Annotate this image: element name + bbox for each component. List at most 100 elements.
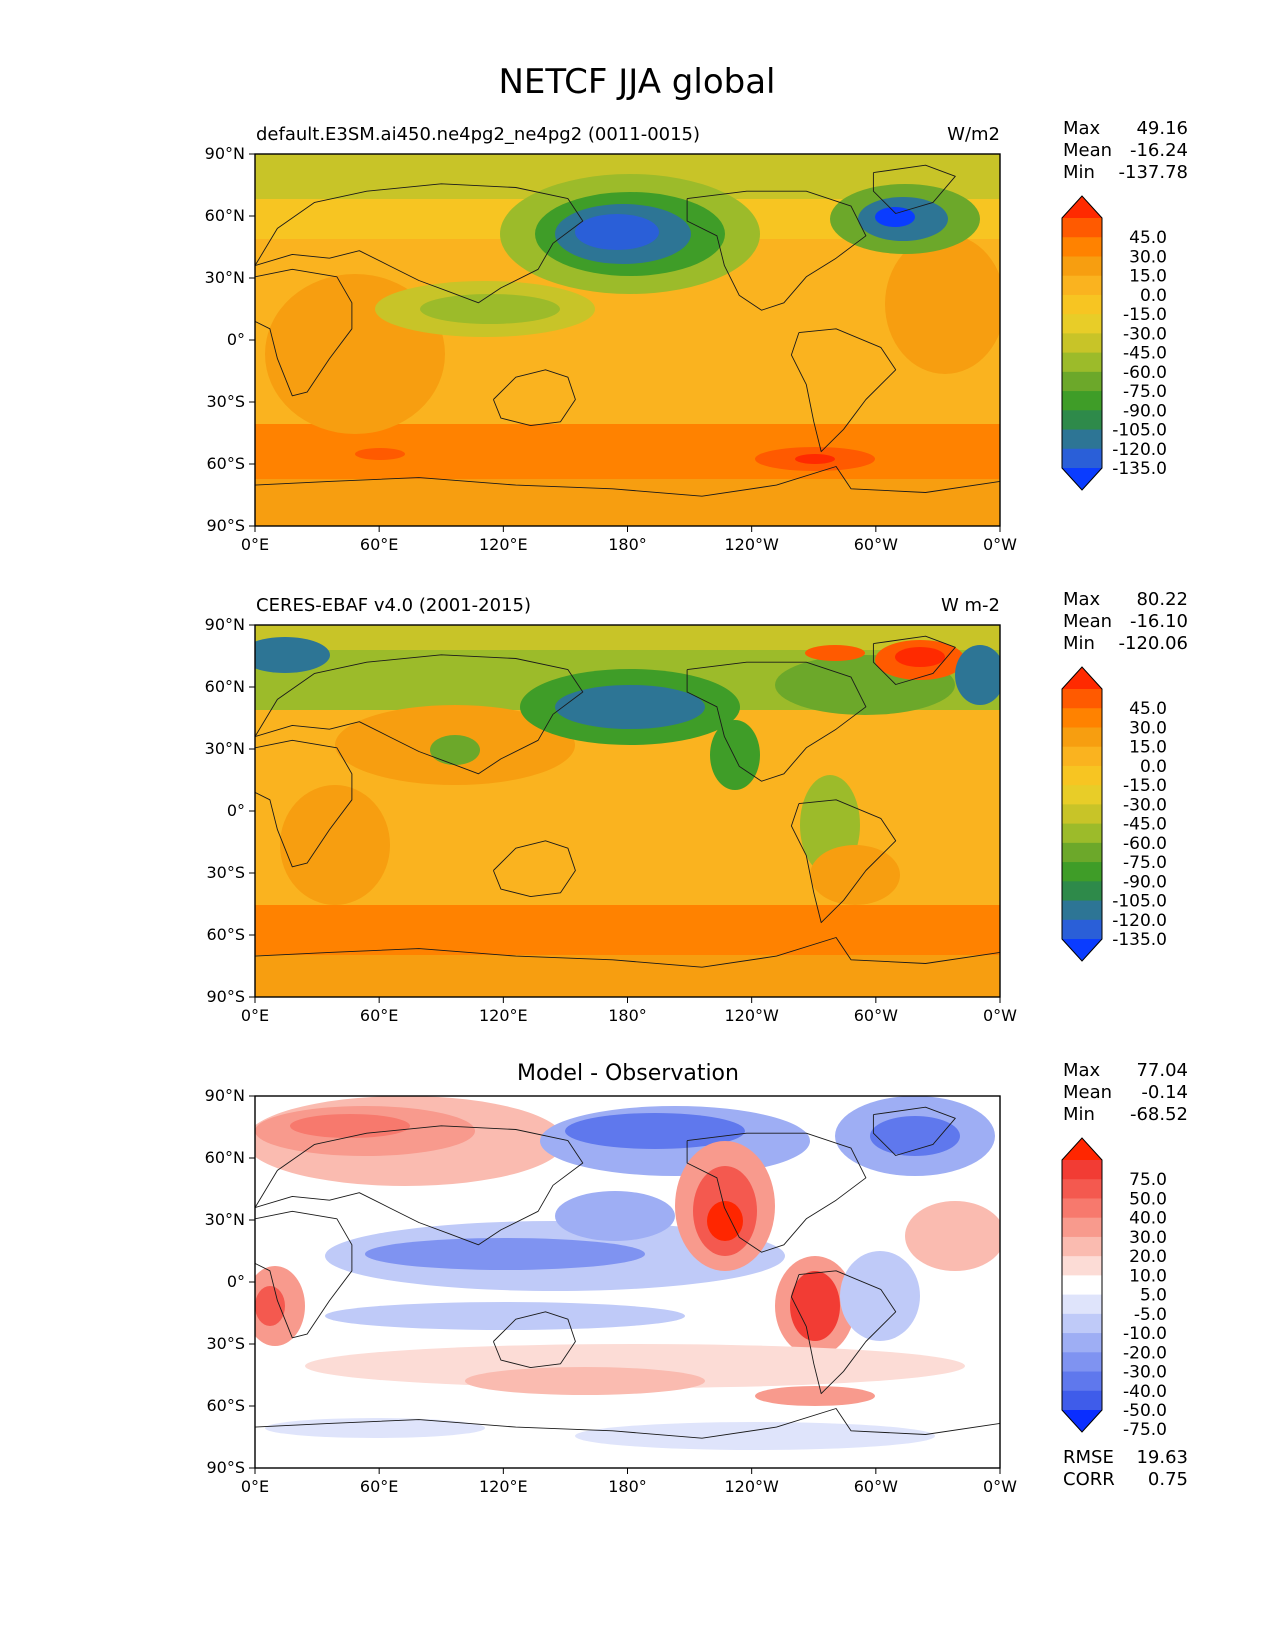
colorbar-segment bbox=[1062, 410, 1102, 431]
field-region bbox=[305, 1344, 965, 1388]
stat-value: -137.78 bbox=[1119, 162, 1188, 183]
colorbar-segment bbox=[1062, 314, 1102, 334]
colorbar-segment bbox=[1062, 1160, 1102, 1180]
colorbar-outline bbox=[1061, 1137, 1103, 1433]
lon-tick-label: 120°W bbox=[724, 1006, 779, 1025]
colorbar-tick-label: -75.0 bbox=[1123, 853, 1167, 873]
colorbar-tick-label: -60.0 bbox=[1123, 834, 1167, 854]
colorbar-tick-label: -10.0 bbox=[1123, 1324, 1167, 1344]
lon-tick-label: 180° bbox=[608, 1006, 647, 1025]
lon-tick-label: 60°E bbox=[360, 535, 398, 554]
coastline-segment bbox=[686, 661, 867, 782]
colorbar-extend-min bbox=[1062, 468, 1102, 490]
colorbar-tick-label: -75.0 bbox=[1123, 382, 1167, 402]
stat-label: Max bbox=[1063, 589, 1101, 610]
field-region bbox=[255, 637, 330, 673]
field-band-antarctic bbox=[255, 955, 1000, 997]
colorbar-segment bbox=[1062, 746, 1102, 767]
colorbar-segment bbox=[1062, 881, 1102, 902]
colorbar-tick-label: -105.0 bbox=[1112, 421, 1167, 441]
coastline-segment bbox=[492, 840, 576, 898]
lat-tick-label: 30°N bbox=[205, 268, 245, 287]
colorbar-extend-max bbox=[1062, 1138, 1102, 1160]
lon-tick-label: 120°W bbox=[724, 535, 779, 554]
lon-tick-label: 180° bbox=[608, 535, 647, 554]
colorbar-tick-label: -120.0 bbox=[1112, 911, 1167, 931]
colorbar-tick-label: 15.0 bbox=[1129, 738, 1167, 758]
colorbar-outline bbox=[1061, 195, 1103, 491]
field-region bbox=[875, 207, 915, 227]
coastline-segment bbox=[872, 1106, 956, 1156]
lon-tick-label: 0°W bbox=[983, 1477, 1017, 1496]
colorbar-tick-label: 30.0 bbox=[1129, 1228, 1167, 1248]
stat-label: CORR bbox=[1063, 1469, 1115, 1490]
colorbar-tick-label: 5.0 bbox=[1140, 1286, 1167, 1306]
lon-tick-label: 180° bbox=[608, 1477, 647, 1496]
lon-tick-label: 120°E bbox=[479, 535, 528, 554]
lat-tick-label: 60°N bbox=[205, 206, 245, 225]
colorbar-segment bbox=[1062, 1217, 1102, 1238]
lon-tick-label: 60°W bbox=[854, 1477, 898, 1496]
lat-tick-label: 90°N bbox=[205, 615, 245, 634]
field-region bbox=[555, 1191, 675, 1241]
colorbar-tick-label: -105.0 bbox=[1112, 892, 1167, 912]
stat-label: Min bbox=[1063, 1104, 1095, 1125]
figure-title: NETCF JJA global bbox=[498, 62, 775, 102]
field-region bbox=[355, 448, 405, 460]
lon-tick-label: 0°W bbox=[983, 1006, 1017, 1025]
lat-tick-label: 60°S bbox=[206, 925, 245, 944]
colorbar-tick-label: -15.0 bbox=[1123, 305, 1167, 325]
colorbar-tick-label: 50.0 bbox=[1129, 1189, 1167, 1209]
stat-label: Min bbox=[1063, 162, 1095, 183]
panel-left-title: default.E3SM.ai450.ne4pg2_ne4pg2 (0011-0… bbox=[256, 124, 700, 145]
colorbar-segment bbox=[1062, 1198, 1102, 1219]
coastline-segment bbox=[492, 369, 576, 427]
axis-ticks: 0°E 60°E 120°E 180° 120°W 60°W 0°W 90°N 60°N 30°N… bbox=[205, 1086, 1018, 1496]
colorbar-segment bbox=[1062, 1313, 1102, 1334]
coastline-segment bbox=[255, 937, 1000, 968]
stat-value: 80.22 bbox=[1136, 589, 1188, 610]
field-region bbox=[905, 1201, 1000, 1271]
colorbar-segment bbox=[1062, 919, 1102, 940]
colorbar-segment bbox=[1062, 352, 1102, 373]
field-band-arctic bbox=[255, 625, 1000, 650]
stat-label: Mean bbox=[1063, 140, 1112, 161]
lat-tick-label: 90°S bbox=[206, 987, 245, 1006]
stats-block: Max 49.16 Mean -16.24 Min -137.78 bbox=[1063, 118, 1188, 183]
colorbar-segment bbox=[1062, 1294, 1102, 1315]
stat-value: -16.10 bbox=[1130, 611, 1188, 632]
stats-block: Max 80.22 Mean -16.10 Min -120.06 bbox=[1063, 589, 1188, 654]
stat-label: Max bbox=[1063, 1060, 1101, 1081]
lon-tick-label: 0°W bbox=[983, 535, 1017, 554]
coastline-segment bbox=[872, 635, 956, 685]
lon-tick-label: 0°E bbox=[241, 1006, 269, 1025]
colorbar-extend-max bbox=[1062, 667, 1102, 689]
colorbar-extend-min bbox=[1062, 939, 1102, 961]
field-region bbox=[885, 234, 1000, 374]
field-region bbox=[870, 1116, 960, 1156]
colorbar-segment bbox=[1062, 333, 1102, 354]
stat-value: 19.63 bbox=[1136, 1447, 1188, 1468]
axis-ticks: 0°E 60°E 120°E 180° 120°W 60°W 0°W 90°N 60°N 30°N… bbox=[205, 144, 1018, 554]
colorbar-tick-label: 75.0 bbox=[1129, 1170, 1167, 1190]
colorbar-segment bbox=[1062, 1256, 1102, 1276]
colorbar-segment bbox=[1062, 1275, 1102, 1296]
map-field-model bbox=[255, 154, 1000, 526]
field-region bbox=[575, 1422, 935, 1450]
colorbar-segment bbox=[1062, 862, 1102, 882]
field-region bbox=[555, 685, 705, 729]
colorbar-segment bbox=[1062, 727, 1102, 748]
field-region bbox=[755, 1386, 875, 1406]
coastline-segment bbox=[255, 739, 353, 868]
colorbar-tick-label: -90.0 bbox=[1123, 872, 1167, 892]
colorbar-segment bbox=[1062, 1179, 1102, 1199]
field-region bbox=[795, 454, 835, 464]
field-region bbox=[805, 645, 865, 661]
stats-block: Max 77.04 Mean -0.14 Min -68.52 RMSE 19.63 CORR 0… bbox=[1063, 1060, 1188, 1490]
coastline-segment bbox=[255, 1125, 584, 1246]
field-region bbox=[280, 785, 390, 905]
stat-label: RMSE bbox=[1063, 1447, 1114, 1468]
panel-left-title: CERES-EBAF v4.0 (2001-2015) bbox=[256, 595, 531, 616]
field-band-southern-ocean bbox=[255, 905, 1000, 955]
